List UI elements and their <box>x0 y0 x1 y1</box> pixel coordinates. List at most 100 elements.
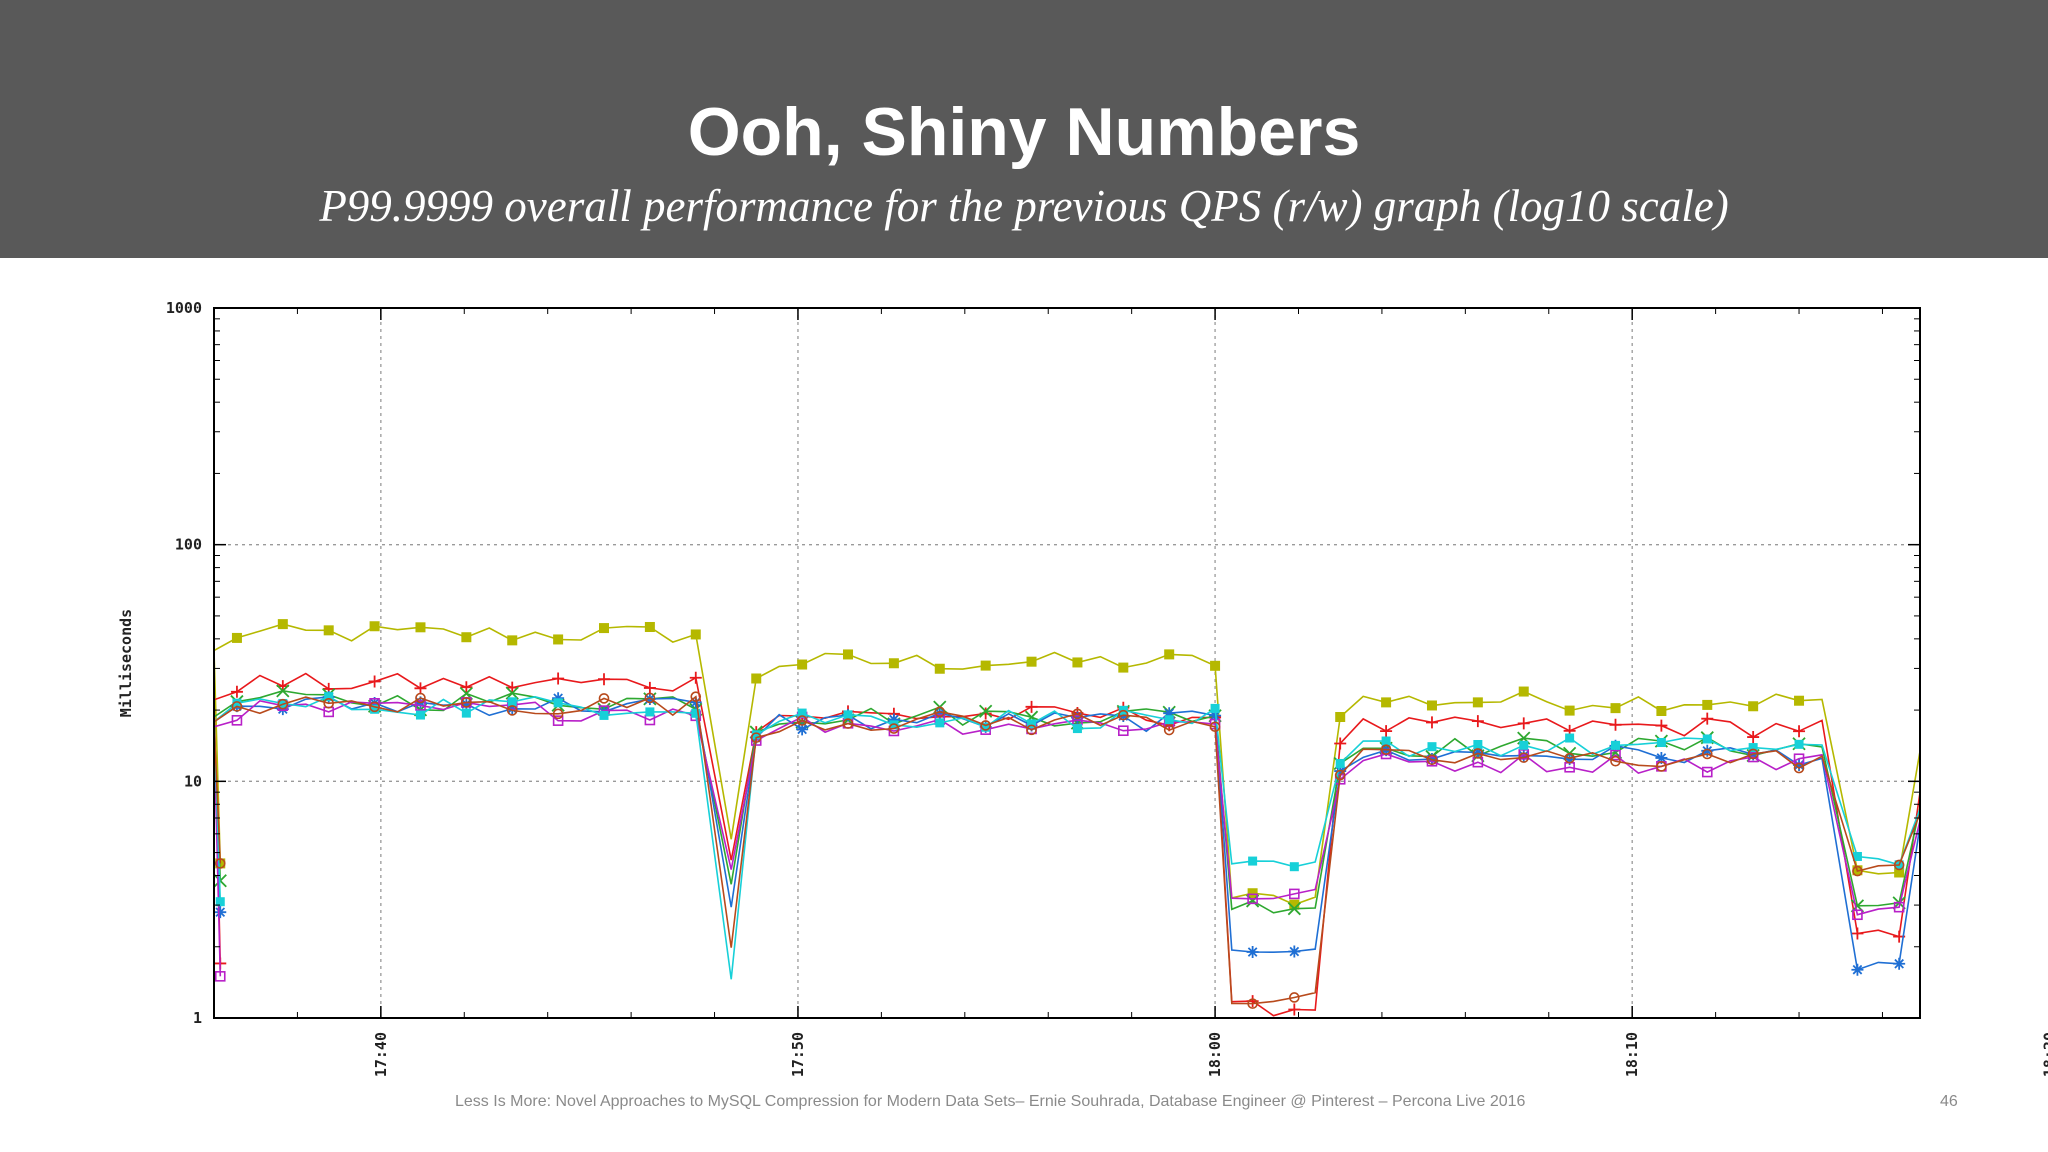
data-marker <box>1610 749 1621 761</box>
data-marker <box>1793 758 1806 771</box>
data-marker <box>751 673 762 684</box>
data-marker <box>598 673 611 686</box>
data-marker <box>935 718 945 728</box>
data-marker <box>1943 780 1952 789</box>
data-marker <box>369 621 380 632</box>
data-marker <box>689 696 702 709</box>
data-marker <box>691 708 701 718</box>
data-marker <box>797 659 808 670</box>
slide-subtitle: P99.9999 overall performance for the pre… <box>319 181 1729 231</box>
data-marker <box>368 675 381 688</box>
data-marker <box>552 692 565 705</box>
data-marker <box>231 715 243 726</box>
data-marker <box>553 698 563 708</box>
data-marker <box>370 704 380 714</box>
slide-title: Ooh, Shiny Numbers <box>687 94 1361 170</box>
data-marker <box>506 681 519 694</box>
data-marker <box>842 718 854 729</box>
data-marker <box>415 700 426 711</box>
data-marker <box>1427 742 1437 752</box>
data-marker <box>1335 758 1345 768</box>
data-marker <box>750 732 762 743</box>
data-marker <box>1289 888 1300 900</box>
data-marker <box>1656 705 1667 716</box>
data-marker <box>1426 700 1437 711</box>
series-0 <box>214 619 1952 910</box>
x-tick-label: 18:20 <box>2040 1032 2048 1077</box>
data-marker <box>552 708 564 720</box>
data-marker <box>934 706 946 718</box>
data-marker <box>1289 862 1299 872</box>
data-marker <box>1072 724 1082 734</box>
data-marker <box>1288 1003 1301 1016</box>
data-marker <box>644 621 655 632</box>
data-marker <box>214 858 226 869</box>
data-marker <box>232 698 242 708</box>
data-marker <box>214 971 226 982</box>
data-marker <box>644 692 656 704</box>
data-marker <box>1471 715 1484 728</box>
data-marker <box>1210 660 1221 671</box>
data-marker <box>1026 724 1037 736</box>
data-marker <box>1289 992 1300 1003</box>
data-marker <box>1656 761 1667 772</box>
data-marker <box>1564 752 1575 764</box>
data-marker <box>1072 657 1083 668</box>
page-number: 46 <box>1940 1093 1958 1110</box>
data-marker <box>415 692 426 704</box>
data-marker <box>1941 782 1953 794</box>
data-marker <box>1210 703 1220 713</box>
chart-series <box>214 619 2043 1017</box>
data-marker <box>1701 748 1713 760</box>
chart-grid <box>214 308 1920 1018</box>
chart-axes: 110100100017:4017:5018:0018:1018:2018:30… <box>117 299 2048 1077</box>
data-marker <box>1287 902 1301 916</box>
data-marker <box>1518 686 1529 697</box>
data-marker <box>461 632 472 643</box>
data-marker <box>1380 744 1392 755</box>
data-marker <box>1380 725 1393 738</box>
data-marker <box>1702 734 1712 744</box>
data-marker <box>1565 733 1575 743</box>
data-marker <box>214 906 227 919</box>
data-marker <box>690 629 701 640</box>
series-line <box>214 696 1920 971</box>
series-6 <box>214 691 1997 1009</box>
data-marker <box>461 697 472 708</box>
data-marker <box>888 658 899 669</box>
data-marker <box>230 685 243 698</box>
data-marker <box>507 697 517 707</box>
data-marker <box>599 710 609 720</box>
data-marker <box>1247 888 1258 899</box>
data-marker <box>1381 697 1392 708</box>
slide-header <box>0 0 2048 258</box>
data-marker <box>599 623 610 634</box>
x-tick-label: 17:40 <box>372 1032 390 1077</box>
data-marker <box>1987 758 1999 770</box>
data-marker <box>645 707 655 717</box>
data-marker <box>231 701 243 712</box>
plot-border <box>213 307 1921 1019</box>
series-line <box>214 672 1920 1017</box>
data-marker <box>1893 859 1905 871</box>
data-marker <box>1701 766 1713 778</box>
data-marker <box>751 730 761 740</box>
data-marker <box>1701 744 1714 757</box>
data-marker <box>1473 740 1483 750</box>
data-marker <box>1471 746 1484 759</box>
data-marker <box>1988 788 1997 797</box>
data-marker <box>1941 747 1953 759</box>
x-tick-label: 17:50 <box>789 1032 807 1077</box>
x-tick-label: 18:00 <box>1206 1032 1224 1077</box>
slide-footer: Less Is More: Novel Approaches to MySQL … <box>455 1093 1526 1110</box>
data-marker <box>1851 927 1864 940</box>
data-marker <box>552 672 565 685</box>
data-marker <box>1893 957 1906 970</box>
data-marker <box>277 619 288 630</box>
data-marker <box>796 715 808 726</box>
data-marker <box>1288 945 1301 958</box>
data-marker <box>1942 704 1952 714</box>
data-marker <box>2034 790 2043 799</box>
data-marker <box>369 701 380 713</box>
data-marker <box>689 671 702 684</box>
